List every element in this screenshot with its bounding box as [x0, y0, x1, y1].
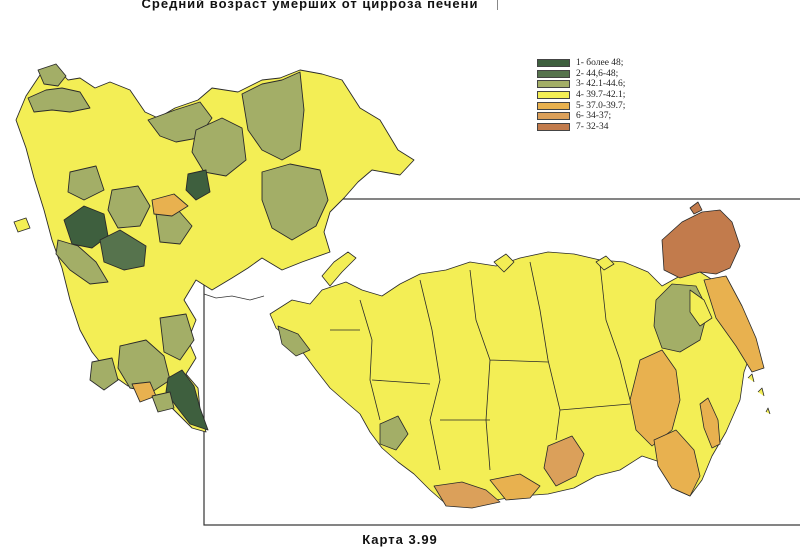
legend-label: 5- 37.0-39.7; — [576, 100, 626, 111]
region-olive-sw — [55, 239, 109, 285]
legend-item: 1- более 48; — [537, 58, 625, 69]
legend-swatch — [537, 122, 570, 131]
region-olive-nw — [27, 87, 91, 113]
region-orange-south-1 — [433, 481, 501, 509]
region-olive-e — [261, 163, 329, 241]
region-base-europe — [15, 65, 415, 433]
wrangel-island — [689, 201, 703, 215]
region-kaliningrad — [13, 217, 31, 233]
map-caption: Карта 3.99 — [362, 532, 438, 547]
region-orange-kamchatka — [703, 275, 765, 373]
region-magadan — [689, 289, 713, 327]
legend-swatch — [537, 112, 570, 121]
new-siberian-islands — [595, 255, 615, 271]
legend-item: 6- 34-37; — [537, 111, 625, 122]
novaya-zemlya — [321, 251, 357, 287]
region-brown-chukotka — [661, 209, 741, 279]
legend-item: 5- 37.0-39.7; — [537, 100, 625, 111]
inset-frame — [203, 198, 800, 526]
legend-swatch — [537, 91, 570, 100]
coastline-left — [203, 293, 265, 301]
region-olive-ne — [241, 71, 305, 161]
region-olive-kola — [37, 63, 67, 87]
legend-label: 1- более 48; — [576, 58, 624, 69]
severnaya-zemlya — [493, 253, 515, 273]
russia-inset — [269, 201, 771, 509]
region-olive-mid — [107, 185, 151, 229]
region-sakhalin — [699, 397, 721, 449]
region-orange-center — [151, 193, 189, 217]
region-orange-primorye — [653, 429, 701, 497]
region-olive-s2 — [159, 313, 195, 361]
legend-item: 2- 44,6-48; — [537, 69, 625, 80]
legend-item: 4- 39.7-42.1; — [537, 90, 625, 101]
legend-item: 7- 32-34 — [537, 122, 625, 133]
region-olive-s3 — [89, 357, 119, 391]
title-divider — [497, 0, 498, 10]
region-olive-center — [191, 117, 247, 177]
legend-swatch — [537, 101, 570, 110]
legend-label: 6- 34-37; — [576, 111, 612, 122]
region-orange-amur — [543, 435, 585, 487]
kuril-islands — [747, 373, 771, 415]
region-orange-khabarovsk — [629, 349, 681, 447]
legend-label: 4- 39.7-42.1; — [576, 90, 626, 101]
map-title: Средний возраст умерших от цирроза печен… — [141, 0, 479, 11]
region-olive-s1 — [117, 339, 171, 393]
legend-label: 3- 42.1-44.6; — [576, 79, 626, 90]
european-russia — [15, 63, 415, 433]
region-olive-altai — [379, 415, 409, 451]
legend-swatch — [537, 59, 570, 68]
region-darkgreen-3 — [185, 169, 211, 201]
region-orange-south-2 — [489, 473, 541, 501]
region-olive-west — [277, 325, 311, 357]
legend-label: 2- 44,6-48; — [576, 68, 619, 79]
region-olive-sw2 — [151, 391, 175, 413]
legend-item: 3- 42.1-44.6; — [537, 79, 625, 90]
legend-swatch — [537, 80, 570, 89]
legend: 1- более 48; 2- 44,6-48; 3- 42.1-44.6; 4… — [537, 58, 625, 132]
region-darkgreen-2 — [99, 229, 147, 271]
legend-swatch — [537, 69, 570, 78]
region-olive-n2 — [67, 165, 105, 201]
legend-label: 7- 32-34 — [576, 121, 609, 132]
inner-borders — [330, 261, 631, 471]
